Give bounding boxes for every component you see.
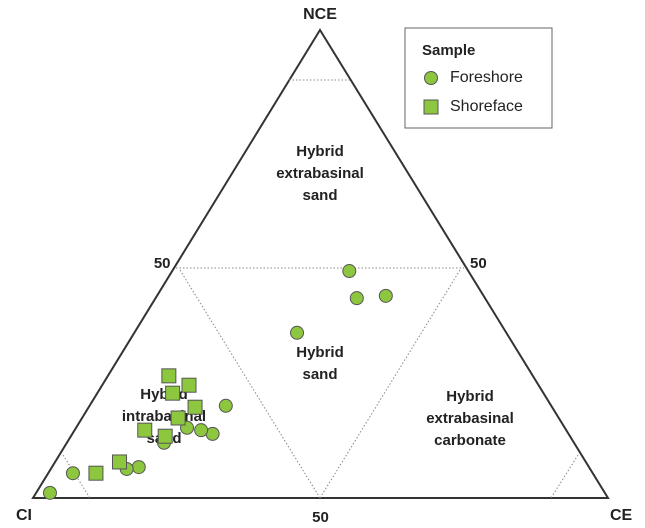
region-label: extrabasinal [426,410,514,427]
legend-title: Sample [422,42,475,59]
region-label: Hybrid [296,344,344,361]
data-point [187,399,203,415]
apex-label: CI [16,507,32,524]
data-point [342,264,357,279]
data-point [181,377,197,393]
legend-marker [423,99,439,115]
data-point [42,485,57,500]
tick-label: 50 [154,255,171,272]
tick-label: 50 [470,255,487,272]
data-point [111,454,127,470]
data-point [170,410,186,426]
legend-marker [424,71,438,85]
apex-label: NCE [303,6,337,23]
data-point [157,428,173,444]
guide-line [550,454,579,499]
legend-label: Shoreface [450,98,523,115]
data-point [218,398,233,413]
guide-line [319,269,461,499]
region-label: extrabasinal [276,165,364,182]
region-label: Hybrid [446,388,494,405]
legend-label: Foreshore [450,69,523,86]
data-point [378,288,393,303]
region-label: Hybrid [296,143,344,160]
data-point [290,325,305,340]
region-label: carbonate [434,432,506,449]
region-label: sand [302,187,337,204]
data-point [349,291,364,306]
tick-label: 50 [312,509,329,526]
data-point [131,460,146,475]
guide-line [179,269,321,499]
apex-label: CE [610,507,633,524]
region-label: sand [302,366,337,383]
data-point [205,426,220,441]
data-point [194,423,209,438]
region-label: Hybrid [140,386,188,403]
data-point [88,465,104,481]
data-point [65,466,80,481]
data-point [165,385,181,401]
data-point [161,368,177,384]
data-point [137,422,153,438]
